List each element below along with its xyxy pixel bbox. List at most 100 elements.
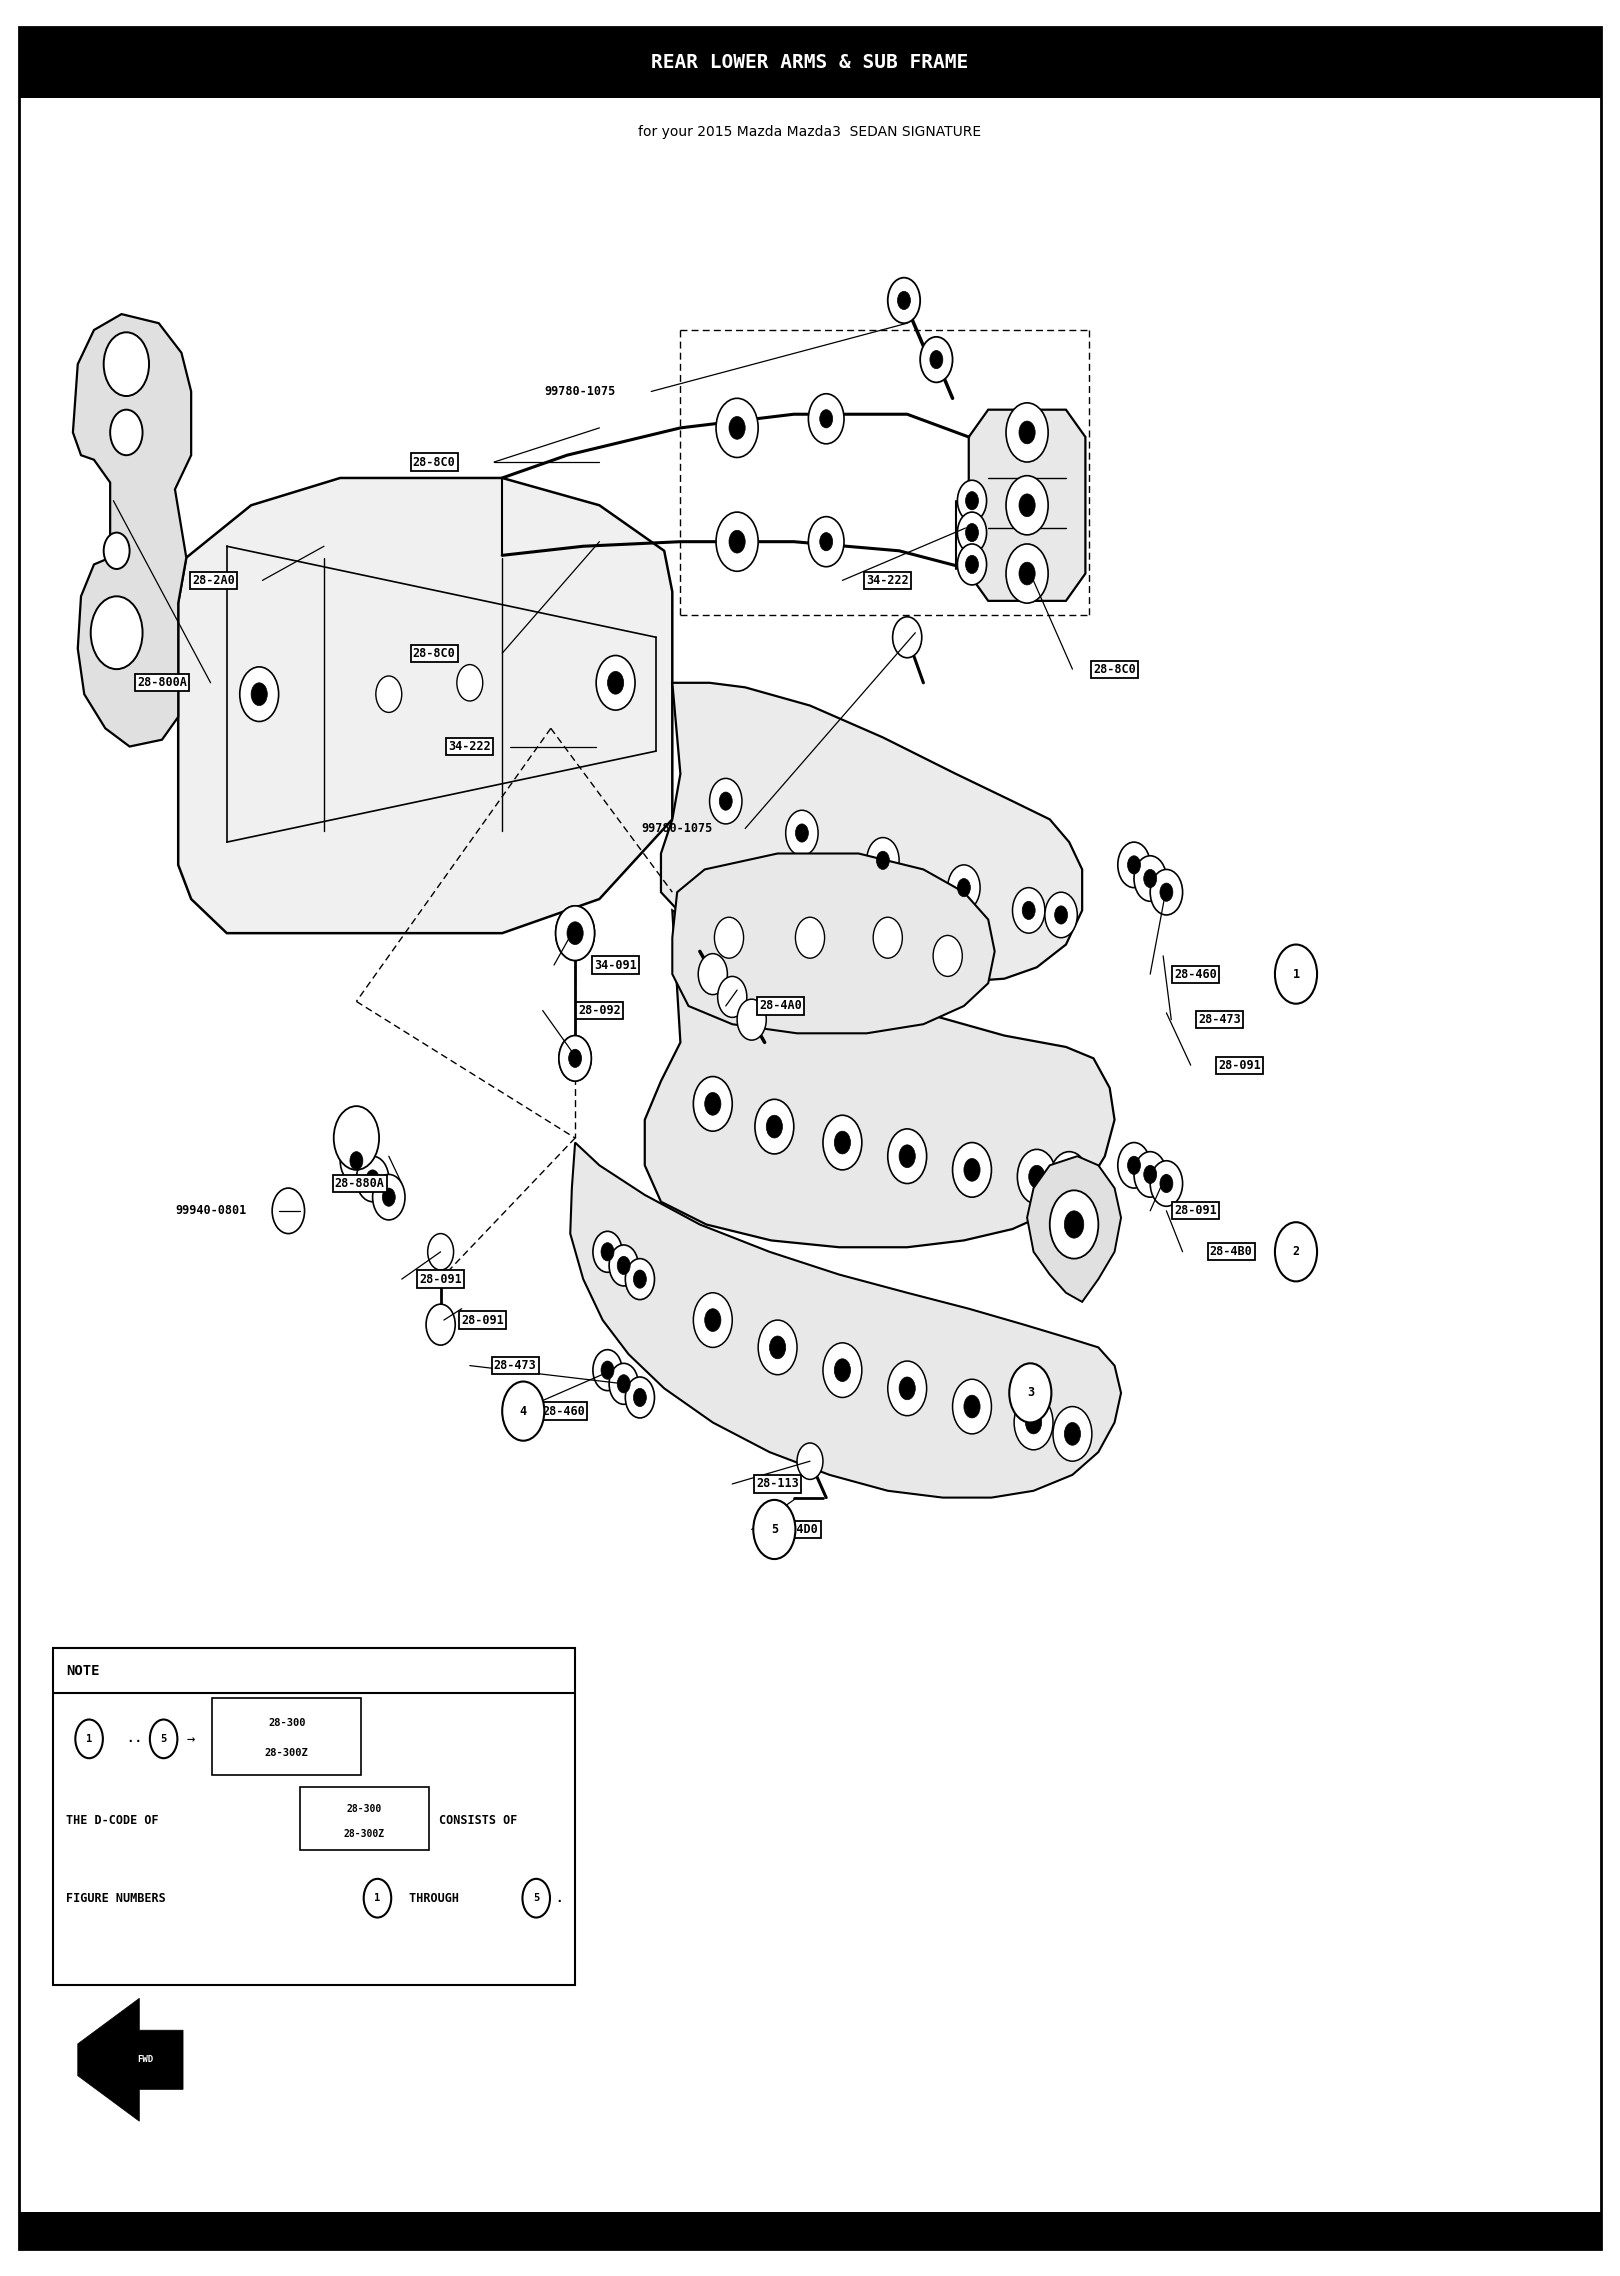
Text: 5: 5 (533, 1894, 539, 1903)
Circle shape (428, 1234, 454, 1270)
Circle shape (340, 1138, 373, 1184)
Circle shape (834, 1359, 851, 1382)
Text: 34-222: 34-222 (449, 740, 491, 753)
Circle shape (522, 1880, 549, 1916)
Text: 4: 4 (520, 1404, 526, 1418)
Circle shape (1061, 1168, 1077, 1190)
Circle shape (457, 665, 483, 701)
Text: 28-8C0: 28-8C0 (413, 455, 455, 469)
Circle shape (897, 291, 910, 310)
Text: 28-092: 28-092 (578, 1004, 620, 1017)
Circle shape (1128, 1156, 1140, 1174)
Circle shape (376, 676, 402, 712)
Circle shape (1045, 892, 1077, 938)
Text: for your 2015 Mazda Mazda3  SEDAN SIGNATURE: for your 2015 Mazda Mazda3 SEDAN SIGNATU… (638, 125, 982, 139)
Text: ..: .. (112, 1732, 143, 1746)
Circle shape (104, 332, 149, 396)
Text: 99780-1075: 99780-1075 (544, 385, 616, 398)
Circle shape (617, 1375, 630, 1393)
Bar (300, 1787, 429, 1850)
Circle shape (633, 1270, 646, 1288)
Text: 99940-0801: 99940-0801 (175, 1204, 246, 1218)
Circle shape (698, 954, 727, 995)
Circle shape (625, 1259, 654, 1300)
Circle shape (716, 398, 758, 457)
Circle shape (366, 1170, 379, 1188)
Circle shape (795, 824, 808, 842)
Circle shape (625, 1377, 654, 1418)
Circle shape (786, 810, 818, 856)
Bar (19, 27, 1601, 98)
Circle shape (1144, 1165, 1157, 1184)
Circle shape (957, 879, 970, 897)
Circle shape (1017, 1149, 1056, 1204)
Circle shape (888, 1129, 927, 1184)
Circle shape (373, 1174, 405, 1220)
Text: 28-300Z: 28-300Z (264, 1748, 309, 1757)
Circle shape (1150, 1161, 1183, 1206)
Text: 28-4A0: 28-4A0 (760, 999, 802, 1013)
Circle shape (1006, 476, 1048, 535)
Circle shape (823, 1343, 862, 1397)
Circle shape (795, 917, 825, 958)
Circle shape (1064, 1422, 1081, 1445)
Circle shape (1118, 1143, 1150, 1188)
Circle shape (382, 1188, 395, 1206)
Circle shape (559, 1036, 591, 1081)
Circle shape (1014, 1395, 1053, 1450)
Circle shape (705, 1309, 721, 1331)
Circle shape (556, 906, 595, 960)
Circle shape (834, 1131, 851, 1154)
Circle shape (899, 1377, 915, 1400)
Circle shape (104, 533, 130, 569)
Circle shape (1050, 1190, 1098, 1259)
Circle shape (593, 1350, 622, 1391)
Text: 28-473: 28-473 (1199, 1013, 1241, 1026)
Polygon shape (661, 683, 1082, 983)
Circle shape (149, 1721, 178, 1757)
Text: 28-4D0: 28-4D0 (776, 1523, 818, 1536)
Text: 28-300: 28-300 (267, 1718, 306, 1727)
Circle shape (957, 480, 987, 521)
Polygon shape (73, 314, 191, 747)
Circle shape (964, 1395, 980, 1418)
Circle shape (1006, 544, 1048, 603)
Circle shape (1144, 869, 1157, 888)
Circle shape (797, 1443, 823, 1479)
Circle shape (1019, 494, 1035, 517)
Circle shape (609, 1363, 638, 1404)
Circle shape (1160, 883, 1173, 901)
Circle shape (966, 492, 978, 510)
Circle shape (876, 851, 889, 869)
Circle shape (1275, 1222, 1317, 1281)
Circle shape (823, 1115, 862, 1170)
Circle shape (718, 976, 747, 1017)
Text: REAR LOWER ARMS & SUB FRAME: REAR LOWER ARMS & SUB FRAME (651, 52, 969, 73)
Circle shape (693, 1293, 732, 1347)
Text: 1: 1 (374, 1894, 381, 1903)
Circle shape (766, 1115, 782, 1138)
Circle shape (569, 1049, 582, 1067)
Circle shape (350, 1152, 363, 1170)
Circle shape (75, 1721, 102, 1757)
Circle shape (920, 337, 953, 382)
Text: 5: 5 (160, 1734, 167, 1743)
Text: 28-300: 28-300 (347, 1805, 382, 1814)
Circle shape (1118, 842, 1150, 888)
Text: 28-460: 28-460 (1174, 967, 1217, 981)
Text: 28-2A0: 28-2A0 (193, 574, 235, 587)
Circle shape (91, 596, 143, 669)
Circle shape (1160, 1174, 1173, 1193)
Circle shape (729, 530, 745, 553)
Circle shape (953, 1379, 991, 1434)
Circle shape (693, 1077, 732, 1131)
Circle shape (714, 917, 744, 958)
Circle shape (240, 667, 279, 721)
Circle shape (729, 417, 745, 439)
Circle shape (556, 906, 595, 960)
Circle shape (617, 1256, 630, 1275)
Text: .: . (556, 1891, 564, 1905)
Polygon shape (570, 1143, 1121, 1498)
Text: 28-091: 28-091 (420, 1272, 462, 1286)
Text: 28-8C0: 28-8C0 (413, 646, 455, 660)
